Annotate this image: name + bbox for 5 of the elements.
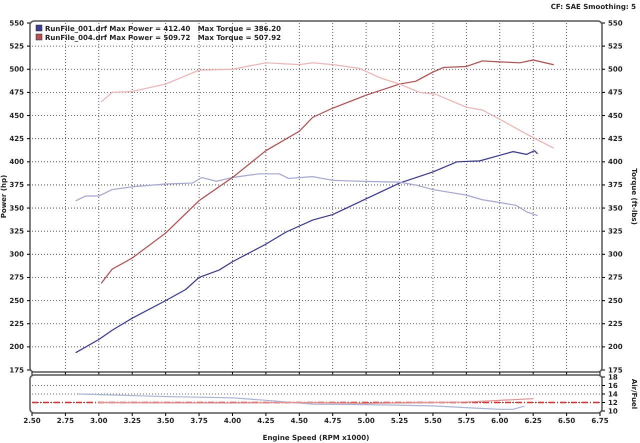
line-series [78, 393, 524, 410]
line-series [76, 150, 538, 354]
line-series [100, 62, 554, 149]
line-series [100, 59, 554, 284]
line-series [76, 173, 538, 216]
